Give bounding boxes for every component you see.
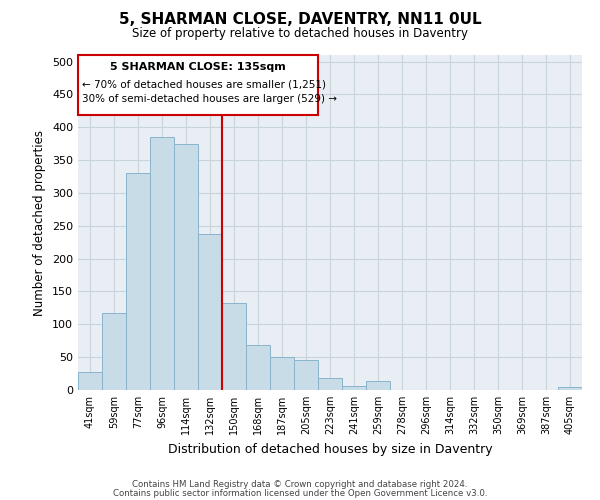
X-axis label: Distribution of detached houses by size in Daventry: Distribution of detached houses by size … [167,442,493,456]
FancyBboxPatch shape [78,55,318,116]
Text: 5 SHARMAN CLOSE: 135sqm: 5 SHARMAN CLOSE: 135sqm [110,62,286,72]
Text: 5, SHARMAN CLOSE, DAVENTRY, NN11 0UL: 5, SHARMAN CLOSE, DAVENTRY, NN11 0UL [119,12,481,28]
Bar [270,357,294,390]
Bar [78,372,102,390]
Bar [294,360,318,390]
Bar [150,137,174,390]
Text: Contains public sector information licensed under the Open Government Licence v3: Contains public sector information licen… [113,488,487,498]
Bar [126,173,150,390]
Bar [342,386,366,390]
Text: ← 70% of detached houses are smaller (1,251): ← 70% of detached houses are smaller (1,… [82,80,326,90]
Bar [558,386,582,390]
Bar [246,346,270,390]
Y-axis label: Number of detached properties: Number of detached properties [34,130,46,316]
Text: 30% of semi-detached houses are larger (529) →: 30% of semi-detached houses are larger (… [82,94,337,104]
Bar [198,234,222,390]
Bar [222,302,246,390]
Text: Size of property relative to detached houses in Daventry: Size of property relative to detached ho… [132,28,468,40]
Text: Contains HM Land Registry data © Crown copyright and database right 2024.: Contains HM Land Registry data © Crown c… [132,480,468,489]
Bar [318,378,342,390]
Bar [366,382,390,390]
Bar [102,313,126,390]
Bar [174,144,198,390]
